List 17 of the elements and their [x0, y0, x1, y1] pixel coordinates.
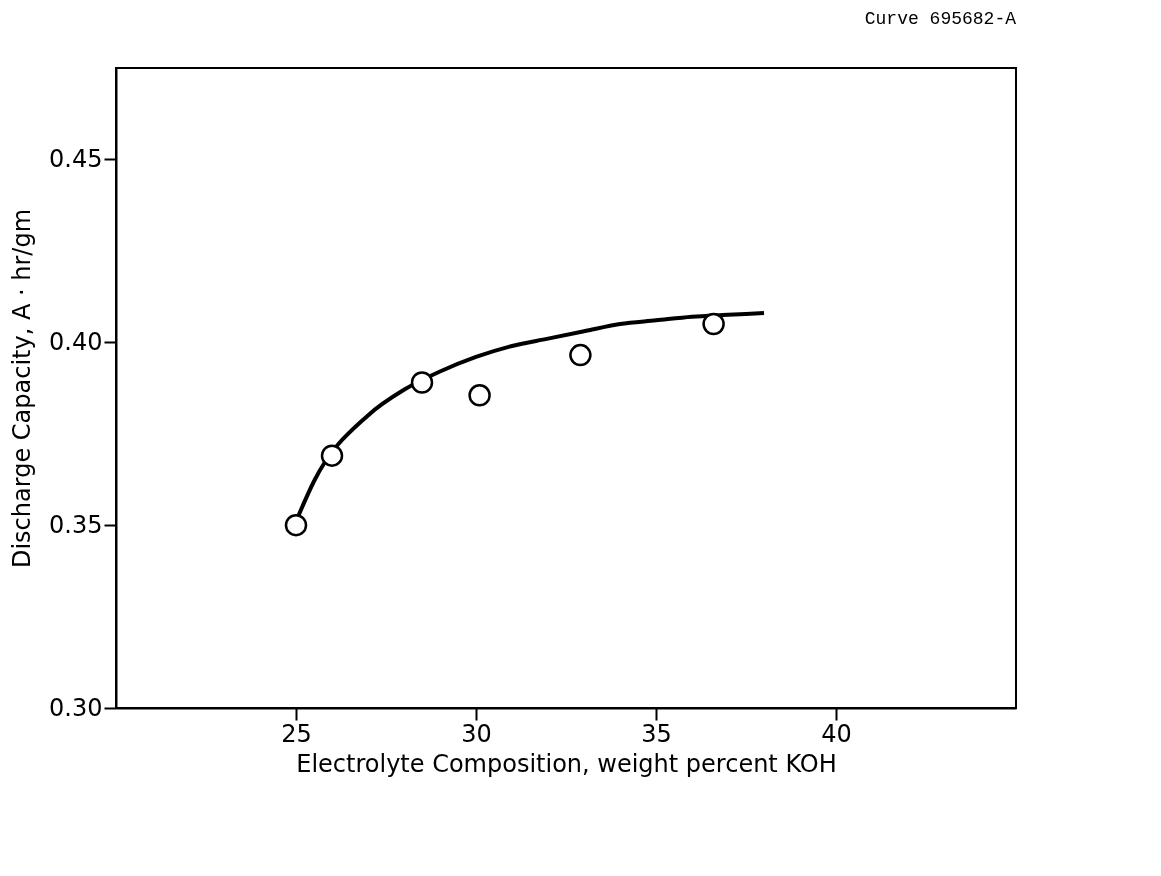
x-tick-label: 25 [281, 719, 312, 748]
point [468, 384, 491, 407]
y-axis-title: Discharge Capacity, A · hr/gm [8, 208, 37, 569]
x-tick-label: 35 [641, 719, 672, 748]
text: Curve 695682-A [864, 9, 1017, 29]
y-tick-label: 0.30 [49, 693, 103, 722]
x-axis-title: Electrolyte Composition, weight percent KOH [296, 749, 837, 778]
point [284, 513, 308, 537]
point [702, 312, 725, 336]
y-tick-label: 0.35 [49, 510, 103, 539]
x-tick-label: 30 [461, 719, 492, 748]
y-tick-label: 0.45 [49, 144, 103, 173]
y-tick-label: 0.40 [49, 327, 103, 356]
point [410, 371, 434, 394]
point [320, 444, 344, 467]
x-tick-label: 40 [821, 719, 852, 748]
point [569, 343, 592, 367]
